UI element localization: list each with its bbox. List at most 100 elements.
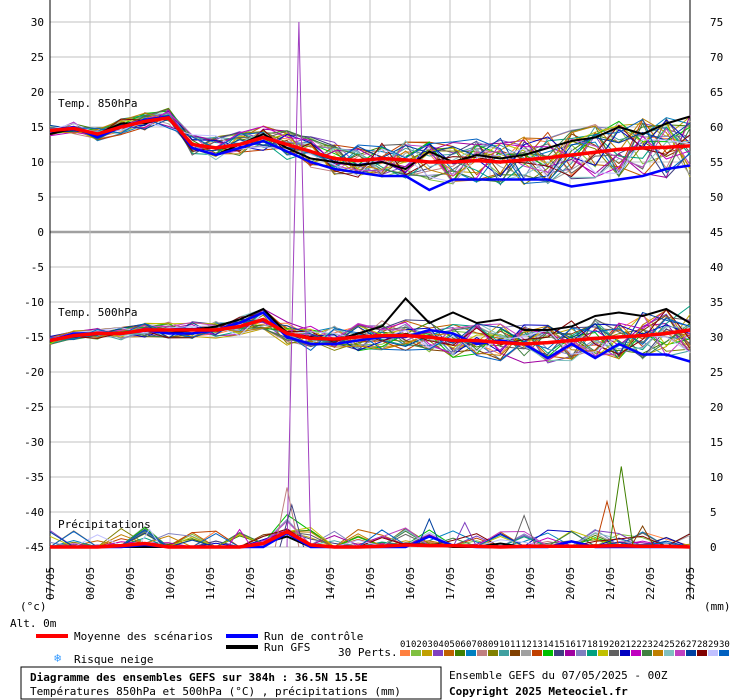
- right-tick-label: 65: [710, 86, 723, 99]
- pert-swatch: [587, 650, 597, 656]
- x-tick-label: 15/05: [364, 567, 377, 600]
- pert-number: 06: [455, 640, 466, 650]
- pert-number: 19: [598, 640, 609, 650]
- pert-number: 29: [708, 640, 719, 650]
- run-info: Ensemble GEFS du 07/05/2025 - 00Z: [449, 669, 668, 682]
- x-axis-ticks: 07/05 08/05 09/05 10/05 11/05 12/05 13/05 14/05…: [44, 567, 697, 600]
- x-tick-label: 09/05: [124, 567, 137, 600]
- panel-label-t850: Temp. 850hPa: [58, 97, 137, 110]
- pert-line-t850: [49, 117, 691, 185]
- pert-swatch: [653, 650, 663, 656]
- pert-swatch: [675, 650, 685, 656]
- pert-number: 16: [565, 640, 576, 650]
- right-tick-label: 45: [710, 226, 723, 239]
- right-tick-label: 15: [710, 436, 723, 449]
- mean-line-t500: [49, 317, 691, 346]
- pert-swatch: [609, 650, 619, 656]
- pert-number: 15: [554, 640, 565, 650]
- precip-peak-line: [511, 514, 537, 548]
- x-tick-label: 17/05: [444, 567, 457, 600]
- pert-line-t500: [49, 319, 691, 360]
- right-tick-label: 25: [710, 366, 723, 379]
- right-tick-label: 50: [710, 191, 723, 204]
- pert-number: 23: [642, 640, 653, 650]
- pert-legend: 01 02 03 04 05 06 07 08 09 10 11 12 13 14 15 16 17 18 19 20…: [400, 640, 730, 656]
- main-lines: [49, 115, 691, 549]
- pert-number: 26: [675, 640, 686, 650]
- x-tick-label: 07/05: [44, 567, 57, 600]
- pert-number: 27: [686, 640, 697, 650]
- footer-box: [20, 666, 442, 700]
- pert-swatch: [554, 650, 564, 656]
- right-tick-label: 30: [710, 331, 723, 344]
- right-tick-label: 10: [710, 471, 723, 484]
- pert-number: 12: [521, 640, 532, 650]
- pert-swatch: [411, 650, 421, 656]
- precip-peak-line: [594, 499, 620, 548]
- legend-gfs-label: Run GFS: [264, 641, 310, 654]
- grid: [49, 0, 691, 600]
- x-tick-label: 22/05: [644, 567, 657, 600]
- right-tick-label: 0: [710, 541, 717, 554]
- right-tick-label: 60: [710, 121, 723, 134]
- alt-label: Alt. 0m: [10, 617, 57, 630]
- pert-swatch: [433, 650, 443, 656]
- pert-swatch: [400, 650, 410, 656]
- pert-number: 02: [411, 640, 422, 650]
- pert-number: 20: [609, 640, 620, 650]
- legend-perts-label: 30 Perts.: [338, 646, 398, 659]
- pert-number: 13: [532, 640, 543, 650]
- precip-peak-line: [452, 521, 478, 548]
- x-tick-label: 13/05: [284, 567, 297, 600]
- pert-swatch: [521, 650, 531, 656]
- legend-mean-label: Moyenne des scénarios: [74, 630, 213, 643]
- pert-number: 10: [499, 640, 510, 650]
- left-axis-ticks: 30 25 20 15 10 5 0 -5 -10 -15 -20 -25 -30 -35 -40 -45: [24, 16, 44, 554]
- left-tick-label: -10: [24, 296, 44, 309]
- right-tick-label: 5: [710, 506, 717, 519]
- pert-swatch: [466, 650, 476, 656]
- left-tick-label: -30: [24, 436, 44, 449]
- pert-swatch: [455, 650, 465, 656]
- pert-number: 30: [719, 640, 730, 650]
- x-tick-label: 08/05: [84, 567, 97, 600]
- pert-swatch: [620, 650, 630, 656]
- pert-number: 11: [510, 640, 521, 650]
- x-tick-label: 12/05: [244, 567, 257, 600]
- left-tick-label: 30: [31, 16, 44, 29]
- pert-number: 17: [576, 640, 587, 650]
- legend-snow-label: Risque neige: [74, 653, 153, 666]
- pert-swatch: [664, 650, 674, 656]
- x-tick-label: 14/05: [324, 567, 337, 600]
- left-tick-label: 5: [37, 191, 44, 204]
- pert-number: 08: [477, 640, 488, 650]
- right-tick-label: 35: [710, 296, 723, 309]
- pert-swatch: [708, 650, 718, 656]
- pert-swatch: [697, 650, 707, 656]
- pert-number: 14: [543, 640, 554, 650]
- x-tick-label: 10/05: [164, 567, 177, 600]
- pert-number: 21: [620, 640, 631, 650]
- pert-line-t850: [49, 111, 691, 177]
- pert-swatch: [422, 650, 432, 656]
- pert-swatch: [543, 650, 553, 656]
- precip-peak-line: [286, 21, 312, 548]
- pert-swatch: [510, 650, 520, 656]
- pert-swatch: [565, 650, 575, 656]
- right-tick-label: 40: [710, 261, 723, 274]
- left-tick-label: -5: [31, 261, 44, 274]
- pert-line-t500: [49, 317, 691, 362]
- pert-line-t850: [49, 112, 691, 177]
- x-tick-label: 21/05: [604, 567, 617, 600]
- left-tick-label: 0: [37, 226, 44, 239]
- pert-number: 28: [697, 640, 708, 650]
- pert-number: 04: [433, 640, 444, 650]
- right-axis-label: (mm): [704, 600, 731, 613]
- chart-title: Diagramme des ensembles GEFS sur 384h : …: [30, 671, 368, 684]
- panel-label-precip: Précipitations: [58, 518, 151, 531]
- pert-swatch: [598, 650, 608, 656]
- pert-swatch: [631, 650, 641, 656]
- left-axis-label: (°c): [20, 600, 47, 613]
- pert-line-t500: [49, 312, 691, 362]
